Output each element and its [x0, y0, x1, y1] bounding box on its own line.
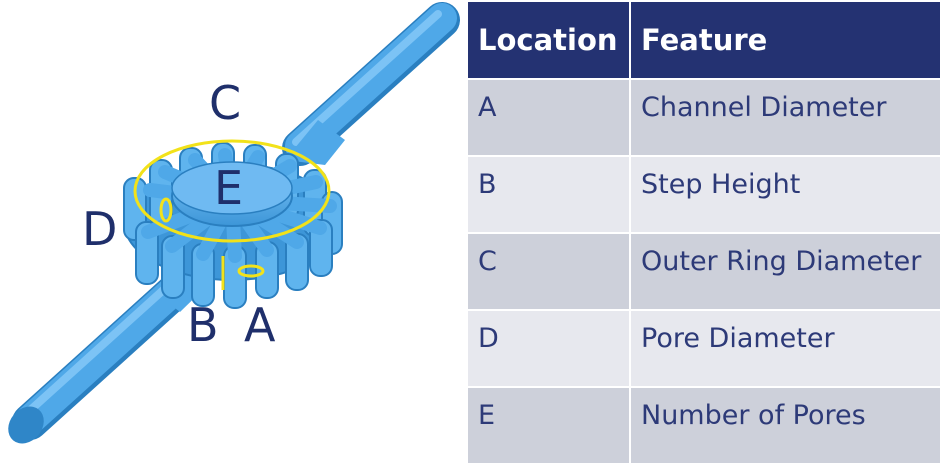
row-feature: Channel Diameter — [629, 78, 940, 157]
channel-highlight — [237, 264, 265, 278]
inlet-channel — [282, 2, 460, 166]
row-location: C — [466, 232, 631, 311]
device-drawing — [8, 2, 460, 444]
table-row: D Pore Diameter — [466, 309, 940, 388]
row-location: A — [466, 78, 631, 157]
callout-d: D — [82, 202, 118, 256]
row-location: B — [466, 155, 631, 234]
row-feature: Number of Pores — [629, 386, 940, 465]
row-location: D — [466, 309, 631, 388]
header-location: Location — [466, 0, 631, 80]
callout-c: C — [209, 76, 242, 130]
feature-table: Location Feature A Channel Diameter B St… — [466, 0, 940, 465]
row-feature: Outer Ring Diameter — [629, 232, 940, 311]
row-feature: Step Height — [629, 155, 940, 234]
table-row: B Step Height — [466, 155, 940, 234]
row-location: E — [466, 386, 631, 465]
highlight-markers — [133, 139, 331, 290]
header-feature: Feature — [629, 0, 940, 80]
table-row: A Channel Diameter — [466, 78, 940, 157]
table-row: E Number of Pores — [466, 386, 940, 465]
central-chamber — [171, 161, 293, 227]
feature-table-container: Location Feature A Channel Diameter B St… — [466, 0, 940, 465]
device-illustration: C E D B A — [0, 0, 466, 465]
callout-e: E — [214, 161, 244, 215]
callout-b: B — [187, 298, 219, 352]
table-row: C Outer Ring Diameter — [466, 232, 940, 311]
table-header-row: Location Feature — [466, 0, 940, 80]
outer-ring-highlight — [133, 139, 331, 243]
row-feature: Pore Diameter — [629, 309, 940, 388]
outlet-channel — [8, 262, 215, 444]
callout-a: A — [244, 298, 276, 352]
pore-highlight — [159, 197, 173, 223]
